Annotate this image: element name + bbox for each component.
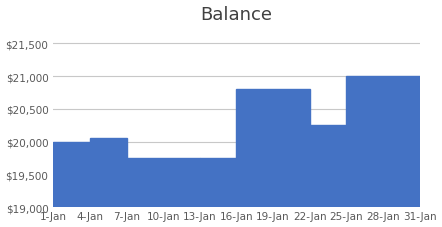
Polygon shape <box>200 158 236 207</box>
Polygon shape <box>347 77 419 207</box>
Polygon shape <box>90 139 126 207</box>
Polygon shape <box>126 158 200 207</box>
Polygon shape <box>310 126 347 207</box>
Title: Balance: Balance <box>201 5 272 23</box>
Polygon shape <box>236 90 310 207</box>
Polygon shape <box>53 142 90 207</box>
